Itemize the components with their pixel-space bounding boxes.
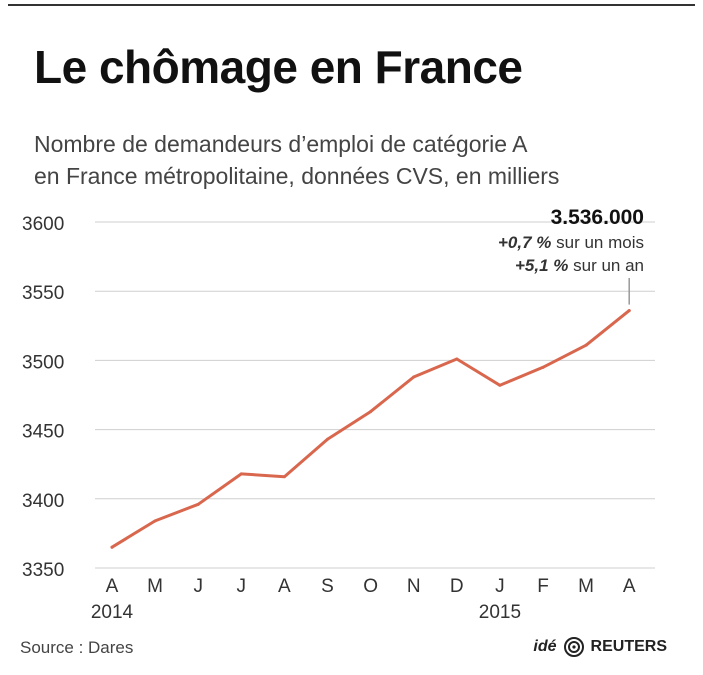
- year-label: 2014: [91, 602, 134, 623]
- reuters-logo-icon: [563, 637, 584, 657]
- data-point: [196, 502, 200, 506]
- ide-credit: idé: [533, 638, 557, 655]
- data-point: [282, 475, 286, 479]
- x-tick-label: J: [193, 576, 203, 597]
- data-point: [498, 383, 502, 387]
- top-rule: [8, 4, 695, 6]
- x-tick-label: A: [278, 576, 291, 597]
- data-point: [369, 410, 373, 414]
- chart-title: Le chômage en France: [34, 41, 523, 93]
- series-line: [110, 309, 631, 549]
- x-tick-label: A: [106, 576, 119, 597]
- annotation-month-change: +0,7 % sur un mois: [498, 233, 644, 252]
- y-tick-label: 3450: [22, 422, 64, 443]
- x-tick-label: N: [407, 576, 421, 597]
- subtitle-line-1: Nombre de demandeurs d’emploi de catégor…: [34, 131, 528, 157]
- x-tick-label: M: [578, 576, 594, 597]
- x-tick-label: A: [623, 576, 636, 597]
- x-tick-label: S: [321, 576, 334, 597]
- y-tick-label: 3600: [22, 214, 64, 235]
- reuters-credit: REUTERS: [590, 638, 667, 655]
- data-point: [326, 437, 329, 441]
- x-tick-label: F: [537, 576, 549, 597]
- data-point: [627, 309, 631, 313]
- data-point: [110, 545, 114, 549]
- data-point: [412, 375, 416, 379]
- chart-subtitle: Nombre de demandeurs d’emploi de catégor…: [34, 128, 684, 192]
- x-tick-label: M: [147, 576, 163, 597]
- y-tick-label: 3500: [22, 352, 64, 373]
- data-point: [584, 343, 588, 347]
- source-note: Source : Dares: [20, 638, 134, 657]
- x-tick-label: D: [450, 576, 464, 597]
- data-point: [239, 472, 243, 476]
- credit-block: idé REUTERS: [533, 636, 667, 658]
- year-label: 2015: [479, 602, 521, 623]
- y-tick-label: 3550: [22, 283, 64, 304]
- data-point: [455, 357, 459, 361]
- y-tick-label: 3350: [22, 560, 64, 581]
- x-tick-label: O: [363, 576, 378, 597]
- x-tick-label: J: [495, 576, 505, 597]
- data-point: [153, 519, 157, 523]
- y-tick-label: 3400: [22, 491, 64, 512]
- annotation-value: 3.536.000: [551, 206, 644, 229]
- data-point: [541, 365, 545, 369]
- x-tick-label: J: [237, 576, 247, 597]
- subtitle-line-2: en France métropolitaine, données CVS, e…: [34, 163, 560, 189]
- annotation-year-change: +5,1 % sur un an: [515, 256, 644, 275]
